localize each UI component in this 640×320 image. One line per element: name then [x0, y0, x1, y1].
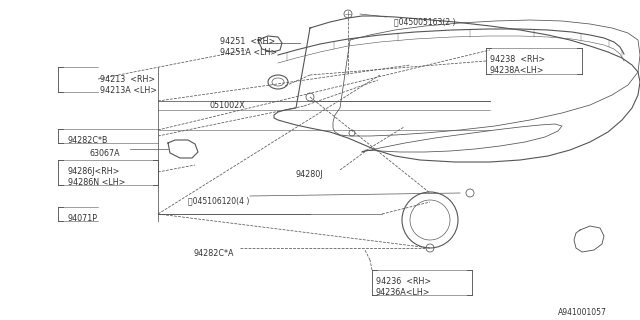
Text: 94282C*A: 94282C*A: [193, 249, 234, 258]
Text: 94251A <LH>: 94251A <LH>: [220, 48, 277, 57]
Text: 94238  <RH>: 94238 <RH>: [490, 55, 545, 64]
Text: Ⓢ045106120(4 ): Ⓢ045106120(4 ): [188, 196, 250, 205]
Text: 94213A <LH>: 94213A <LH>: [100, 86, 157, 95]
Text: 94286J<RH>: 94286J<RH>: [68, 167, 120, 176]
Text: A941001057: A941001057: [558, 308, 607, 317]
Text: 94251  <RH>: 94251 <RH>: [220, 37, 275, 46]
Text: 94238A<LH>: 94238A<LH>: [490, 66, 545, 75]
Text: 63067A: 63067A: [90, 149, 120, 158]
Text: 94286N <LH>: 94286N <LH>: [68, 178, 125, 187]
Text: 051002X: 051002X: [210, 101, 246, 110]
Text: 94236  <RH>: 94236 <RH>: [376, 277, 431, 286]
Text: 94071P: 94071P: [68, 214, 98, 223]
Text: 94213  <RH>: 94213 <RH>: [100, 75, 155, 84]
Text: 94280J: 94280J: [296, 170, 323, 179]
Text: 94282C*B: 94282C*B: [68, 136, 109, 145]
Text: Ⓢ045005163(2 ): Ⓢ045005163(2 ): [394, 17, 456, 26]
Text: 94236A<LH>: 94236A<LH>: [376, 288, 431, 297]
